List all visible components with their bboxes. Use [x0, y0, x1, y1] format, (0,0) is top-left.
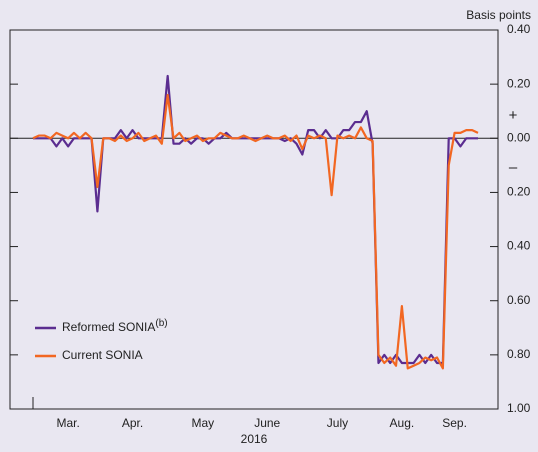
y-unit: Basis points [466, 8, 531, 22]
x-tick-label: Apr. [122, 416, 143, 430]
x-tick-label: May [191, 416, 214, 430]
legend-label: Reformed SONIA(b) [62, 318, 168, 335]
y-tick-label: 0.40 [507, 239, 531, 253]
minus-sign: – [509, 159, 518, 176]
plot-frame [9, 29, 499, 410]
series-line [32, 93, 479, 370]
x-tick-label: Sep. [442, 416, 467, 430]
y-tick-label: 0.60 [507, 293, 531, 307]
x-tick-label: Mar. [56, 416, 79, 430]
legend-superscript: (b) [155, 318, 167, 329]
x-axis-label: 2016 [241, 432, 268, 446]
legend-name: Reformed SONIA [62, 320, 155, 334]
x-tick-label: Aug. [390, 416, 415, 430]
plus-sign: + [509, 107, 518, 124]
legend-name: Current SONIA [62, 348, 143, 362]
y-tick-label: 1.00 [507, 401, 531, 415]
y-tick-label: 0.40 [507, 22, 531, 36]
y-tick-label: 0.80 [507, 347, 531, 361]
y-tick-label: 0.00 [507, 130, 531, 144]
y-tick-label: 0.20 [507, 76, 531, 90]
legend-label: Current SONIA [62, 348, 143, 362]
x-tick-label: July [327, 416, 348, 430]
x-tick-label: June [254, 416, 280, 430]
y-tick-label: 0.20 [507, 185, 531, 199]
